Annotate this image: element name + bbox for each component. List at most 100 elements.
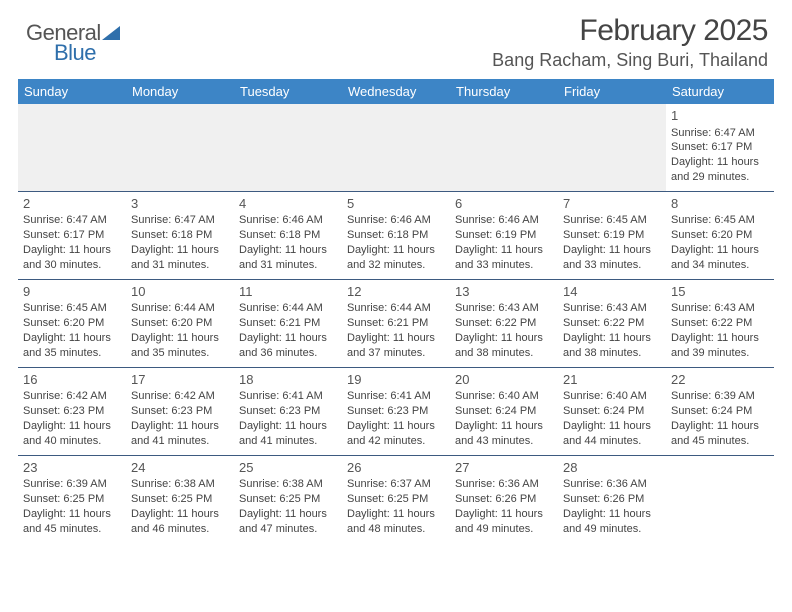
calendar-cell xyxy=(450,104,558,191)
daylight-text: Daylight: 11 hours xyxy=(671,243,769,258)
daylight-text: Daylight: 11 hours xyxy=(671,331,769,346)
sunset-text: Sunset: 6:19 PM xyxy=(455,228,553,243)
daylight-text: Daylight: 11 hours xyxy=(347,507,445,522)
sunset-text: Sunset: 6:22 PM xyxy=(671,316,769,331)
calendar-cell xyxy=(234,104,342,191)
day-number: 27 xyxy=(455,459,553,477)
calendar-cell: 3Sunrise: 6:47 AMSunset: 6:18 PMDaylight… xyxy=(126,191,234,279)
calendar-row: 1Sunrise: 6:47 AMSunset: 6:17 PMDaylight… xyxy=(18,104,774,191)
daylight-text: Daylight: 11 hours xyxy=(23,419,121,434)
calendar-cell: 17Sunrise: 6:42 AMSunset: 6:23 PMDayligh… xyxy=(126,367,234,455)
calendar-cell: 8Sunrise: 6:45 AMSunset: 6:20 PMDaylight… xyxy=(666,191,774,279)
sunrise-text: Sunrise: 6:42 AM xyxy=(23,389,121,404)
sunset-text: Sunset: 6:21 PM xyxy=(239,316,337,331)
title-block: February 2025 Bang Racham, Sing Buri, Th… xyxy=(492,14,768,71)
day-number: 13 xyxy=(455,283,553,301)
sunrise-text: Sunrise: 6:43 AM xyxy=(455,301,553,316)
daylight-text: and 38 minutes. xyxy=(455,346,553,361)
calendar-cell xyxy=(126,104,234,191)
day-number: 22 xyxy=(671,371,769,389)
month-title: February 2025 xyxy=(492,14,768,48)
day-number: 11 xyxy=(239,283,337,301)
sunset-text: Sunset: 6:25 PM xyxy=(347,492,445,507)
calendar-cell: 26Sunrise: 6:37 AMSunset: 6:25 PMDayligh… xyxy=(342,455,450,543)
daylight-text: and 31 minutes. xyxy=(131,258,229,273)
calendar-cell: 18Sunrise: 6:41 AMSunset: 6:23 PMDayligh… xyxy=(234,367,342,455)
sunset-text: Sunset: 6:24 PM xyxy=(455,404,553,419)
sunset-text: Sunset: 6:18 PM xyxy=(131,228,229,243)
day-number: 14 xyxy=(563,283,661,301)
sunrise-text: Sunrise: 6:46 AM xyxy=(239,213,337,228)
calendar-cell: 7Sunrise: 6:45 AMSunset: 6:19 PMDaylight… xyxy=(558,191,666,279)
day-number: 17 xyxy=(131,371,229,389)
weekday-header: Wednesday xyxy=(342,79,450,104)
day-number: 26 xyxy=(347,459,445,477)
daylight-text: Daylight: 11 hours xyxy=(239,419,337,434)
calendar-cell: 21Sunrise: 6:40 AMSunset: 6:24 PMDayligh… xyxy=(558,367,666,455)
calendar-row: 16Sunrise: 6:42 AMSunset: 6:23 PMDayligh… xyxy=(18,367,774,455)
calendar-cell: 6Sunrise: 6:46 AMSunset: 6:19 PMDaylight… xyxy=(450,191,558,279)
daylight-text: Daylight: 11 hours xyxy=(455,507,553,522)
day-number: 3 xyxy=(131,195,229,213)
sail-icon xyxy=(102,24,122,45)
daylight-text: and 49 minutes. xyxy=(455,522,553,537)
daylight-text: Daylight: 11 hours xyxy=(455,419,553,434)
day-number: 10 xyxy=(131,283,229,301)
calendar-row: 23Sunrise: 6:39 AMSunset: 6:25 PMDayligh… xyxy=(18,455,774,543)
daylight-text: and 33 minutes. xyxy=(455,258,553,273)
daylight-text: Daylight: 11 hours xyxy=(23,507,121,522)
sunrise-text: Sunrise: 6:39 AM xyxy=(671,389,769,404)
daylight-text: and 46 minutes. xyxy=(131,522,229,537)
day-number: 2 xyxy=(23,195,121,213)
day-number: 24 xyxy=(131,459,229,477)
day-number: 1 xyxy=(671,107,769,125)
calendar-cell: 14Sunrise: 6:43 AMSunset: 6:22 PMDayligh… xyxy=(558,279,666,367)
day-number: 18 xyxy=(239,371,337,389)
sunrise-text: Sunrise: 6:38 AM xyxy=(239,477,337,492)
sunrise-text: Sunrise: 6:45 AM xyxy=(671,213,769,228)
calendar-body: 1Sunrise: 6:47 AMSunset: 6:17 PMDaylight… xyxy=(18,104,774,543)
daylight-text: and 41 minutes. xyxy=(239,434,337,449)
daylight-text: and 34 minutes. xyxy=(671,258,769,273)
weekday-header: Saturday xyxy=(666,79,774,104)
sunrise-text: Sunrise: 6:46 AM xyxy=(347,213,445,228)
daylight-text: and 41 minutes. xyxy=(131,434,229,449)
calendar-cell: 28Sunrise: 6:36 AMSunset: 6:26 PMDayligh… xyxy=(558,455,666,543)
weekday-header: Sunday xyxy=(18,79,126,104)
day-number: 19 xyxy=(347,371,445,389)
weekday-header: Thursday xyxy=(450,79,558,104)
daylight-text: Daylight: 11 hours xyxy=(239,507,337,522)
daylight-text: and 35 minutes. xyxy=(131,346,229,361)
sunset-text: Sunset: 6:25 PM xyxy=(239,492,337,507)
sunset-text: Sunset: 6:20 PM xyxy=(23,316,121,331)
sunset-text: Sunset: 6:22 PM xyxy=(455,316,553,331)
sunrise-text: Sunrise: 6:44 AM xyxy=(131,301,229,316)
daylight-text: Daylight: 11 hours xyxy=(455,243,553,258)
daylight-text: and 29 minutes. xyxy=(671,170,769,185)
sunset-text: Sunset: 6:26 PM xyxy=(455,492,553,507)
weekday-header: Friday xyxy=(558,79,666,104)
daylight-text: and 38 minutes. xyxy=(563,346,661,361)
daylight-text: Daylight: 11 hours xyxy=(131,419,229,434)
calendar-cell: 12Sunrise: 6:44 AMSunset: 6:21 PMDayligh… xyxy=(342,279,450,367)
sunset-text: Sunset: 6:21 PM xyxy=(347,316,445,331)
calendar-cell xyxy=(666,455,774,543)
sunset-text: Sunset: 6:22 PM xyxy=(563,316,661,331)
daylight-text: and 33 minutes. xyxy=(563,258,661,273)
sunset-text: Sunset: 6:17 PM xyxy=(23,228,121,243)
daylight-text: and 48 minutes. xyxy=(347,522,445,537)
sunset-text: Sunset: 6:24 PM xyxy=(671,404,769,419)
daylight-text: Daylight: 11 hours xyxy=(563,331,661,346)
sunset-text: Sunset: 6:23 PM xyxy=(23,404,121,419)
calendar-cell: 2Sunrise: 6:47 AMSunset: 6:17 PMDaylight… xyxy=(18,191,126,279)
calendar-row: 2Sunrise: 6:47 AMSunset: 6:17 PMDaylight… xyxy=(18,191,774,279)
day-number: 21 xyxy=(563,371,661,389)
sunrise-text: Sunrise: 6:38 AM xyxy=(131,477,229,492)
daylight-text: Daylight: 11 hours xyxy=(23,331,121,346)
daylight-text: Daylight: 11 hours xyxy=(239,243,337,258)
daylight-text: Daylight: 11 hours xyxy=(455,331,553,346)
logo-text-block: General Blue xyxy=(26,20,122,66)
calendar-cell: 4Sunrise: 6:46 AMSunset: 6:18 PMDaylight… xyxy=(234,191,342,279)
day-number: 7 xyxy=(563,195,661,213)
calendar-cell: 9Sunrise: 6:45 AMSunset: 6:20 PMDaylight… xyxy=(18,279,126,367)
